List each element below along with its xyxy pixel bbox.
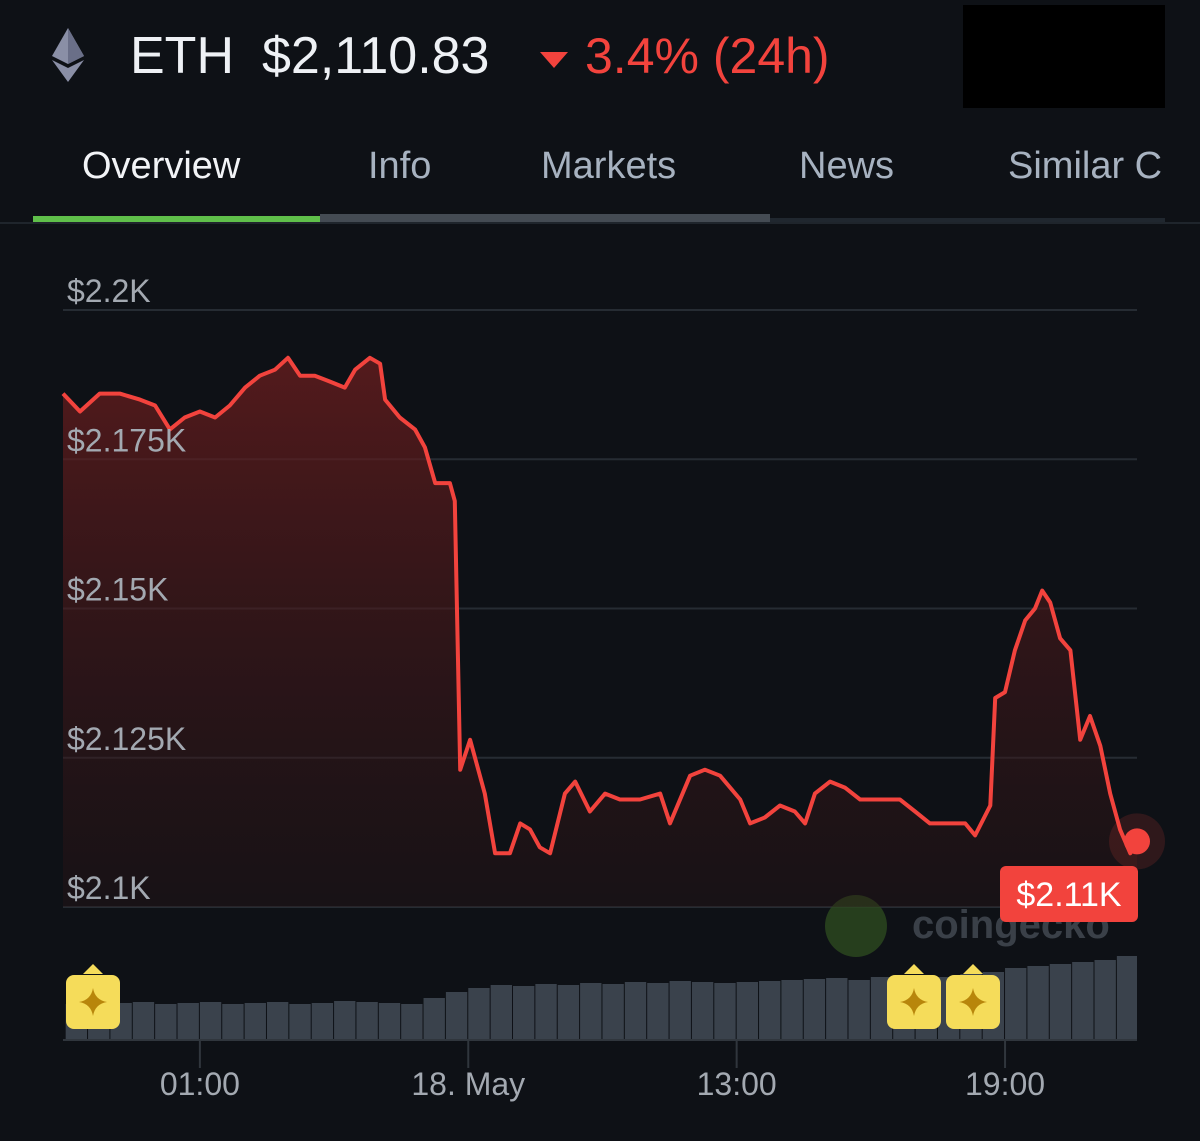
volume-bar [155,1004,177,1040]
volume-bar [535,984,557,1040]
eth-icon [52,28,84,82]
watermark-logo [825,895,887,957]
tab-clip [1166,130,1200,200]
volume-bar [1072,962,1094,1040]
volume-bar [199,1002,222,1040]
volume-bar [624,982,647,1040]
x-tick-label: 18. May [411,1066,525,1102]
volume-bar [222,1004,244,1040]
volume-bar [580,983,602,1040]
volume-bar [334,1001,356,1040]
volume-bar [759,981,781,1040]
volume-bar [669,981,691,1040]
volume-bar [826,978,848,1040]
volume-bar [311,1003,334,1040]
volume-bar [266,1002,289,1040]
volume-bar [1049,964,1072,1040]
volume-bar [848,980,870,1040]
tab[interactable]: News [799,145,894,187]
volume-bar [378,1003,401,1040]
volume-bar [803,979,826,1040]
price-area [63,357,1137,907]
volume-bar [714,983,736,1040]
down-arrow [540,52,568,68]
x-tick-label: 13:00 [697,1066,777,1102]
x-tick-label: 19:00 [965,1066,1045,1102]
price-change: 3.4% (24h) [585,28,830,84]
x-tick-label: 01:00 [160,1066,240,1102]
volume-bar [132,1002,155,1040]
tab[interactable]: Similar C [1008,145,1162,187]
volume-bar [1094,960,1116,1040]
volume-bar [870,977,893,1040]
event-markers [66,964,1000,1029]
volume-bar [289,1004,311,1040]
volume-bar [736,982,759,1040]
volume-bar [602,984,624,1040]
volume-bar [691,982,714,1040]
volume-bar [781,980,803,1040]
last-price-badge [1000,866,1138,922]
volume-bar [1005,968,1027,1040]
volume-bar [423,998,445,1040]
tab[interactable]: Markets [541,145,676,187]
volume-bar [401,1004,423,1040]
volume-bar [177,1003,199,1040]
volume-bar [557,985,580,1040]
volume-bar [356,1002,378,1040]
last-price-label: $2.11K [1016,876,1122,914]
tab-scroll [320,214,770,222]
y-tick-label: $2.175K [67,422,186,458]
y-tick-label: $2.2K [67,273,151,309]
price-line [61,355,1139,856]
redacted-box [963,5,1165,108]
tab[interactable]: Overview [82,145,241,187]
y-tick-label: $2.125K [67,721,186,757]
volume-bar [244,1003,266,1040]
volume-bar [468,988,490,1040]
volume-bar [1116,956,1137,1040]
active-tab-indicator [33,216,320,222]
volume-bar [490,985,512,1040]
price: $2,110.83 [262,27,489,85]
volume-bar [647,983,669,1040]
tab[interactable]: Info [368,145,431,187]
last-point [1124,828,1150,855]
coin-symbol: ETH [130,27,234,85]
volume-bar [512,986,535,1040]
tabs: Overview Info Markets News Similar C [82,130,1200,200]
y-tick-label: $2.1K [67,870,151,906]
tab-divider [0,222,1200,224]
y-tick-label: $2.15K [67,572,168,608]
volume-bar [445,992,468,1040]
tab-track [770,218,1165,222]
volume-bar [1027,966,1049,1040]
